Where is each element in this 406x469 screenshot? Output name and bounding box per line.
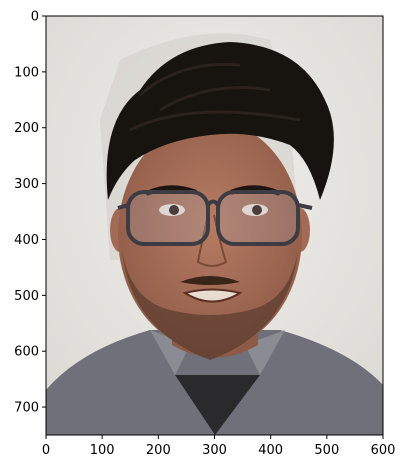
x-tick-label: 600	[371, 443, 396, 458]
right-pupil	[252, 205, 262, 215]
hair	[106, 42, 334, 200]
glasses-temple-right	[297, 203, 313, 210]
x-axis-ticks: 0 100 200 300 400 500 600	[42, 435, 396, 458]
y-tick-label: 100	[14, 65, 39, 80]
glasses-left-lens	[126, 190, 210, 246]
y-axis-ticks: 0 100 200 300 400 500 600 700	[14, 10, 46, 416]
hair-strands	[129, 62, 301, 132]
y-tick-label: 400	[14, 233, 39, 248]
beard	[122, 250, 298, 360]
y-tick-label: 700	[14, 401, 39, 416]
y-tick-label: 600	[14, 345, 39, 360]
y-tick-label: 0	[31, 10, 39, 25]
x-tick-label: 200	[146, 443, 171, 458]
x-tick-label: 400	[258, 443, 283, 458]
glasses-bridge	[206, 199, 220, 207]
x-tick-label: 0	[42, 443, 50, 458]
undershirt	[175, 375, 260, 435]
glasses-temple-left	[117, 203, 129, 210]
y-tick-label: 200	[14, 121, 39, 136]
nose	[196, 214, 228, 267]
x-tick-label: 500	[314, 443, 339, 458]
y-tick-label: 300	[14, 177, 39, 192]
x-tick-label: 300	[202, 443, 227, 458]
left-pupil	[169, 205, 179, 215]
portrait-image	[46, 16, 383, 435]
glasses-right-lens	[216, 190, 300, 246]
mouth	[182, 288, 243, 303]
y-tick-label: 500	[14, 289, 39, 304]
x-tick-label: 100	[90, 443, 115, 458]
glasses	[117, 190, 313, 246]
face	[118, 120, 302, 350]
mustache	[180, 276, 240, 285]
